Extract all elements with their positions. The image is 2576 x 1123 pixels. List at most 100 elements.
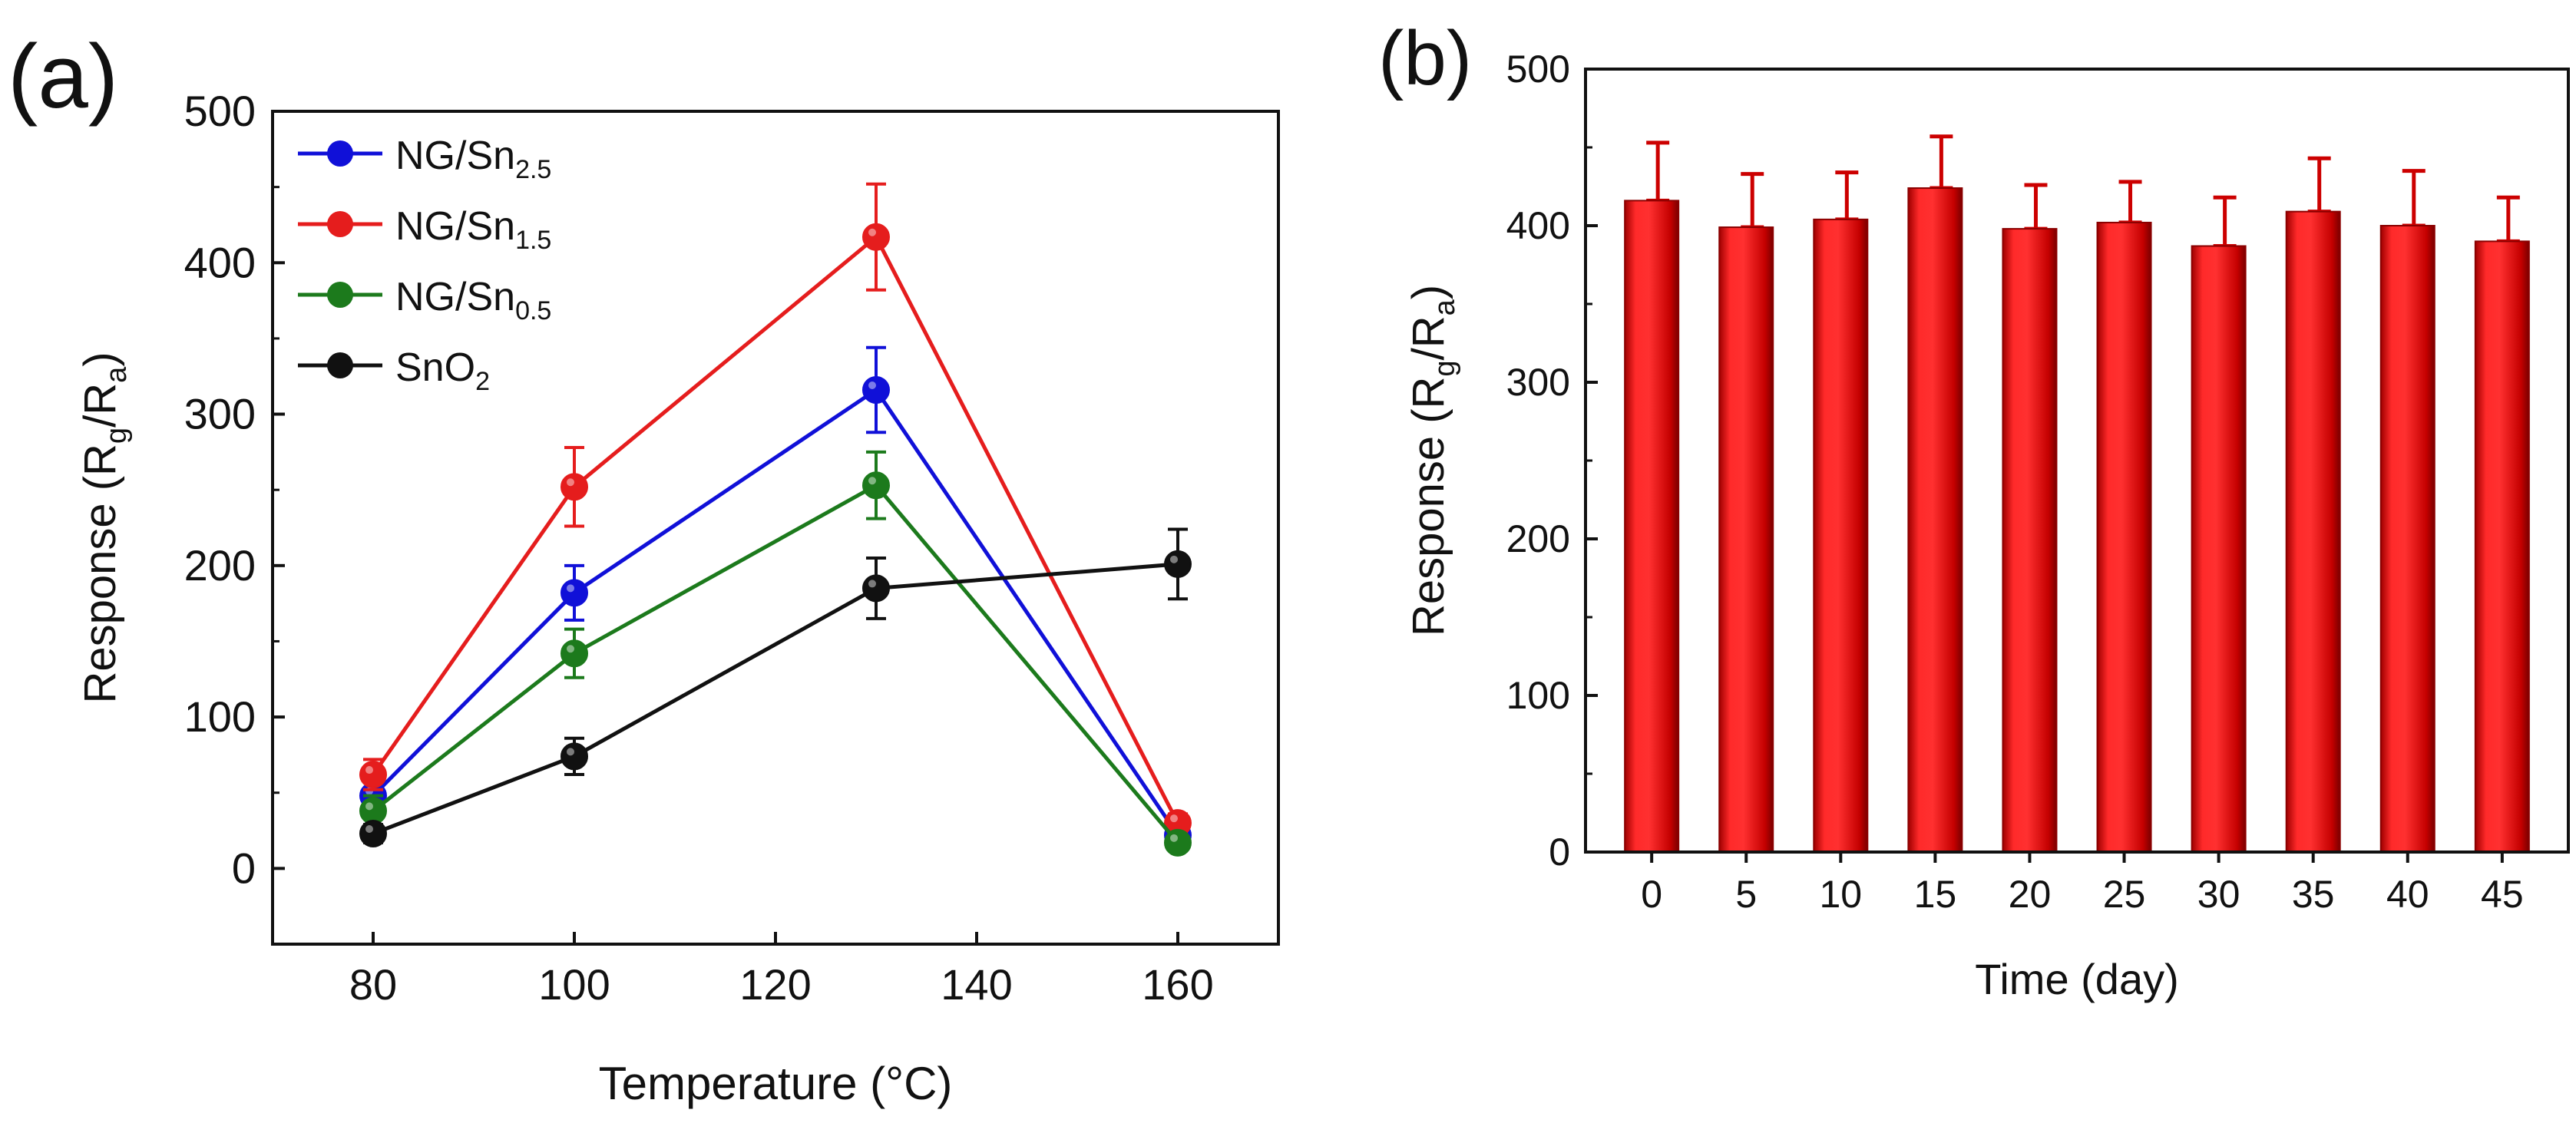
data-point-highlight	[365, 766, 373, 775]
legend-marker	[327, 352, 353, 378]
y-tick-label: 400	[1506, 204, 1570, 247]
data-point	[561, 579, 588, 607]
x-axis-title: Temperature (°C)	[599, 1058, 953, 1109]
y-tick-label: 100	[184, 692, 256, 741]
legend-label-subscript: 2.5	[515, 155, 551, 184]
bar-group	[2191, 195, 2247, 853]
legend-label-subscript: 0.5	[515, 296, 551, 325]
y-tick-label: 200	[184, 541, 256, 590]
data-point	[862, 574, 890, 603]
data-point-highlight	[365, 824, 373, 833]
panel-a-line-chart: (a) 80 100 120 140 160 0 100 200 300 400 500 Tempera…	[8, 26, 1280, 1109]
data-point-highlight	[868, 381, 876, 389]
legend-label-subscript: 1.5	[515, 226, 551, 255]
ylabel-subscript-a: a	[1429, 299, 1461, 315]
data-point-highlight	[567, 478, 574, 487]
x-tick-label: 160	[1142, 960, 1213, 1009]
bar	[2285, 210, 2341, 853]
legend-label: NG/Sn0.5	[395, 275, 551, 325]
y-tick-label: 400	[184, 238, 256, 286]
data-point-highlight	[868, 477, 876, 485]
legend-marker	[327, 282, 353, 308]
bar-group	[1624, 140, 1680, 853]
x-tick-label: 120	[739, 960, 811, 1009]
x-tick-label: 100	[538, 960, 610, 1009]
legend-entry: NG/Sn0.5	[298, 275, 551, 325]
x-axis-title: Time (day)	[1975, 955, 2179, 1003]
data-point	[359, 819, 387, 847]
legend-entry: NG/Sn1.5	[298, 204, 551, 255]
y-tick-label: 300	[1506, 361, 1570, 404]
bar	[2474, 240, 2530, 853]
data-point	[561, 639, 588, 668]
legend-label-subscript: 2	[475, 367, 490, 396]
x-tick-label: 35	[2292, 873, 2335, 916]
bar	[1907, 187, 1963, 854]
x-tick-label: 40	[2386, 873, 2429, 916]
legend-entry: NG/Sn2.5	[298, 134, 551, 184]
data-point	[1164, 550, 1192, 578]
x-tick-label: 5	[1735, 873, 1757, 916]
legend-label-base: NG/Sn	[395, 134, 515, 178]
bar	[2379, 225, 2435, 853]
y-axis-title: Response (Rg/Ra)	[75, 352, 133, 703]
x-tick-label: 25	[2103, 873, 2146, 916]
legend-label: SnO2	[395, 345, 490, 396]
bar	[1718, 226, 1774, 854]
y-tick-label: 0	[232, 844, 256, 892]
bar	[2191, 245, 2247, 853]
series-3	[359, 527, 1192, 847]
x-tick-label: 15	[1914, 873, 1957, 916]
data-point-highlight	[1170, 814, 1178, 823]
data-point	[359, 761, 387, 789]
data-point-highlight	[1170, 834, 1178, 842]
data-point-highlight	[567, 584, 574, 593]
bar	[2002, 228, 2058, 853]
bar-group	[1813, 170, 1869, 853]
legend-label-base: NG/Sn	[395, 204, 515, 249]
ylabel-subscript-a: a	[101, 366, 133, 383]
legend-label: NG/Sn1.5	[395, 204, 551, 255]
y-tick-label: 500	[184, 87, 256, 135]
data-point-highlight	[365, 802, 373, 811]
series-1	[359, 182, 1192, 837]
y-tick-label: 300	[184, 390, 256, 438]
data-point-highlight	[868, 580, 876, 588]
data-point	[1164, 828, 1192, 857]
legend-marker	[327, 211, 353, 237]
ylabel-text-3: )	[75, 352, 125, 366]
x-tick-label: 45	[2481, 873, 2524, 916]
y-axis-title: Response (Rg/Ra)	[1404, 285, 1461, 636]
ylabel-subscript-g: g	[101, 428, 133, 444]
bar-group	[2002, 183, 2058, 853]
bar-group	[2096, 180, 2152, 854]
ylabel-subscript-g: g	[1429, 360, 1461, 376]
data-point-highlight	[1170, 555, 1178, 563]
data-point	[862, 375, 890, 404]
x-tick-label: 20	[2009, 873, 2052, 916]
x-tick-label: 80	[349, 960, 397, 1009]
bar-group	[2474, 195, 2530, 853]
y-tick-label: 100	[1506, 674, 1570, 717]
bar-group	[1718, 172, 1774, 854]
ylabel-text-2: /R	[1404, 315, 1453, 360]
data-point-highlight	[567, 645, 574, 653]
x-tick-label: 140	[941, 960, 1012, 1009]
data-point-highlight	[868, 228, 876, 236]
series-line	[372, 387, 1180, 837]
x-tick-label: 0	[1641, 873, 1662, 916]
legend-label: NG/Sn2.5	[395, 134, 551, 184]
series-line	[371, 233, 1180, 824]
x-tick-label: 30	[2197, 873, 2240, 916]
legend-entry: SnO2	[298, 345, 490, 396]
series-line	[372, 562, 1179, 836]
bar	[1813, 218, 1869, 853]
bar	[2096, 221, 2152, 854]
bar-group	[2285, 156, 2341, 853]
y-tick-label: 200	[1506, 517, 1570, 560]
legend-label-base: NG/Sn	[395, 275, 515, 319]
bar	[1624, 200, 1680, 853]
